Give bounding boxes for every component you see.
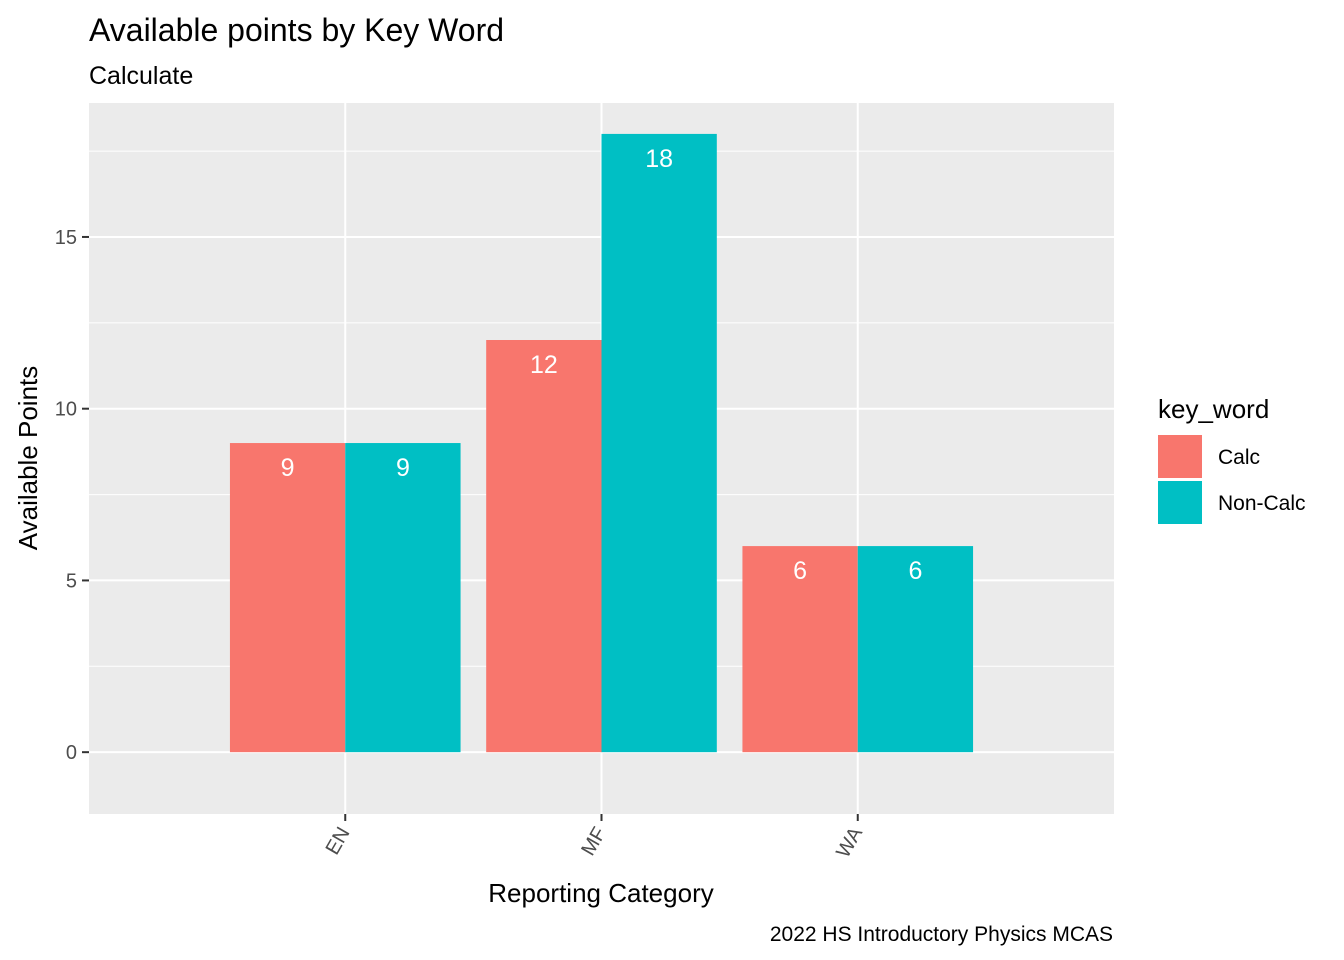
legend-swatch <box>1158 481 1202 524</box>
bar <box>857 546 974 753</box>
chart-subtitle: Calculate <box>89 62 193 90</box>
bars <box>229 133 974 753</box>
bar-labels: 9 9 12 18 6 6 <box>281 145 923 585</box>
legend-label: Calc <box>1218 446 1260 469</box>
legend-title: key_word <box>1158 394 1269 424</box>
x-tick-label: MF <box>577 824 610 860</box>
y-axis-title: Available Points <box>13 366 43 551</box>
bar <box>486 340 602 753</box>
legend-label: Non-Calc <box>1218 492 1306 515</box>
bar-value-label: 12 <box>530 351 558 379</box>
y-tick-label: 10 <box>55 399 77 421</box>
legend: key_word Calc Non-Calc <box>1158 394 1306 524</box>
y-tick-label: 5 <box>66 570 77 592</box>
chart-title: Available points by Key Word <box>89 12 504 48</box>
bar-value-label: 6 <box>908 557 922 585</box>
bar <box>601 133 717 753</box>
x-tick-label: EN <box>322 824 355 859</box>
bar <box>345 443 461 753</box>
y-tick-label: 15 <box>55 227 77 249</box>
bar-value-label: 18 <box>645 145 673 173</box>
y-tick-label: 0 <box>66 742 77 764</box>
bar-value-label: 9 <box>281 454 295 482</box>
legend-swatch <box>1158 435 1202 478</box>
bar-value-label: 9 <box>396 454 410 482</box>
bar <box>742 546 858 753</box>
bar <box>229 443 346 753</box>
bar-value-label: 6 <box>793 557 807 585</box>
x-axis: EN MF WA <box>322 814 867 862</box>
x-axis-title: Reporting Category <box>488 878 713 908</box>
chart-caption: 2022 HS Introductory Physics MCAS <box>770 923 1113 946</box>
y-axis: 0 5 10 15 <box>55 227 89 764</box>
x-tick-label: WA <box>832 823 867 862</box>
